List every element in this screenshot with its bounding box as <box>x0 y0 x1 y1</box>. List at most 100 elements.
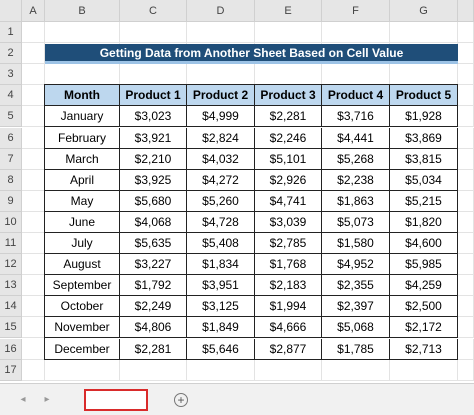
cell <box>458 43 474 65</box>
cell <box>22 43 45 65</box>
cell <box>458 338 474 360</box>
cell <box>458 169 474 191</box>
watermark <box>205 386 285 400</box>
table-cell: $2,500 <box>390 296 458 318</box>
table-cell: $1,580 <box>322 233 390 255</box>
table-cell: $5,260 <box>187 190 255 212</box>
row-header: 2 <box>0 43 22 65</box>
table-cell: $4,806 <box>120 317 187 339</box>
row-header: 9 <box>0 190 22 212</box>
table-cell: $2,246 <box>255 127 322 149</box>
cell <box>390 359 458 381</box>
cell <box>45 64 120 86</box>
table-cell: $2,183 <box>255 275 322 297</box>
table-cell: $4,441 <box>322 127 390 149</box>
table-border <box>44 84 458 360</box>
table-cell: $3,869 <box>390 127 458 149</box>
table-cell: $4,068 <box>120 211 187 233</box>
cell <box>22 64 45 86</box>
cell <box>458 211 474 233</box>
table-cell: $5,408 <box>187 233 255 255</box>
cell <box>22 106 45 128</box>
table-cell: $5,268 <box>322 148 390 170</box>
table-cell: $5,101 <box>255 148 322 170</box>
table-cell: $2,824 <box>187 127 255 149</box>
cell <box>187 359 255 381</box>
cell <box>45 359 120 381</box>
table-cell: July <box>45 233 120 255</box>
cell <box>458 190 474 212</box>
table-cell: $1,928 <box>390 106 458 128</box>
table-header-cell: Product 3 <box>255 85 322 107</box>
table-cell: $5,680 <box>120 190 187 212</box>
table-header-cell: Product 2 <box>187 85 255 107</box>
cell <box>22 233 45 255</box>
cell <box>22 85 45 107</box>
cell <box>22 317 45 339</box>
cell <box>187 64 255 86</box>
cell <box>255 359 322 381</box>
cell <box>22 169 45 191</box>
cell <box>45 22 120 44</box>
title-banner: Getting Data from Another Sheet Based on… <box>45 44 458 65</box>
table-cell: $4,666 <box>255 317 322 339</box>
cell <box>22 127 45 149</box>
cell <box>458 22 474 44</box>
table-cell: $2,249 <box>120 296 187 318</box>
table-cell: $5,068 <box>322 317 390 339</box>
cell <box>322 64 390 86</box>
add-sheet-button[interactable]: + <box>174 393 188 407</box>
cell <box>22 148 45 170</box>
table-cell: $3,039 <box>255 211 322 233</box>
watermark-tagline <box>205 399 285 408</box>
cell <box>390 64 458 86</box>
table-cell: $4,741 <box>255 190 322 212</box>
row-header: 15 <box>0 317 22 339</box>
row-header: 17 <box>0 359 22 381</box>
table-cell: $1,834 <box>187 254 255 276</box>
table-cell: $3,921 <box>120 127 187 149</box>
table-cell: August <box>45 254 120 276</box>
sheet-tab[interactable] <box>84 389 148 411</box>
table-cell: March <box>45 148 120 170</box>
table-cell: December <box>45 338 120 360</box>
select-all <box>0 0 22 22</box>
column-header: F <box>322 0 390 22</box>
table-cell: $1,994 <box>255 296 322 318</box>
row-header: 4 <box>0 85 22 107</box>
column-header: E <box>255 0 322 22</box>
table-cell: $5,034 <box>390 169 458 191</box>
table-cell: $1,792 <box>120 275 187 297</box>
cell <box>120 359 187 381</box>
table-cell: $1,768 <box>255 254 322 276</box>
column-header: G <box>390 0 458 22</box>
row-header: 12 <box>0 254 22 276</box>
table-cell: $4,952 <box>322 254 390 276</box>
cell <box>22 338 45 360</box>
cell <box>22 275 45 297</box>
table-cell: $3,125 <box>187 296 255 318</box>
cell <box>22 254 45 276</box>
table-header-cell: Month <box>45 85 120 107</box>
column-header: B <box>45 0 120 22</box>
cell <box>458 148 474 170</box>
table-cell: October <box>45 296 120 318</box>
cell <box>458 64 474 86</box>
table-cell: $3,951 <box>187 275 255 297</box>
column-header-filler <box>458 0 474 22</box>
table-cell: $3,716 <box>322 106 390 128</box>
table-cell: $2,397 <box>322 296 390 318</box>
table-cell: April <box>45 169 120 191</box>
scroll-right[interactable]: ▸ <box>44 393 50 405</box>
table-cell: January <box>45 106 120 128</box>
cell <box>458 85 474 107</box>
row-header: 8 <box>0 169 22 191</box>
table-cell: $2,238 <box>322 169 390 191</box>
table-cell: $5,985 <box>390 254 458 276</box>
table-cell: $1,863 <box>322 190 390 212</box>
table-header-cell: Product 4 <box>322 85 390 107</box>
table-cell: $3,227 <box>120 254 187 276</box>
table-cell: $2,926 <box>255 169 322 191</box>
scroll-left[interactable]: ◂ <box>20 393 26 405</box>
cell <box>22 359 45 381</box>
